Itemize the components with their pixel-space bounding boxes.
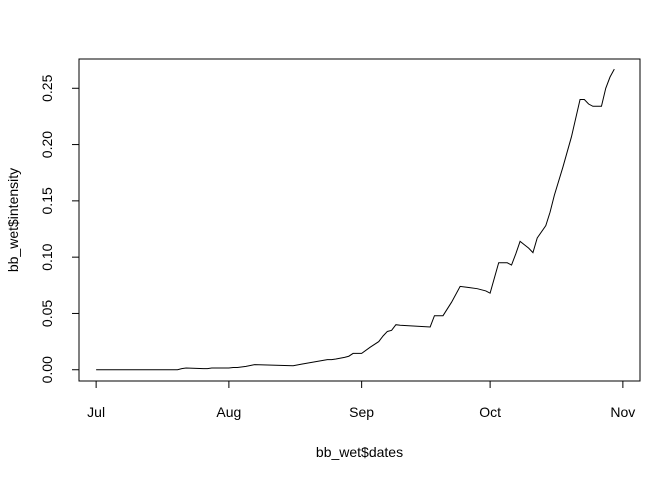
intensity-series-line [96,68,615,371]
plot-box [78,58,641,382]
x-axis: Jul Aug Sep Oct Nov [87,380,635,420]
y-tick-label: 0.15 [39,187,55,214]
y-axis: 0.00 0.05 0.10 0.15 0.20 0.25 [39,74,80,383]
y-tick-label: 0.10 [39,243,55,270]
x-tick-label: Sep [349,404,374,420]
x-tick-label: Nov [610,404,635,420]
y-tick-label: 0.05 [39,300,55,327]
y-axis-title: bb_wet$intensity [5,168,21,272]
y-tick-label: 0.20 [39,131,55,158]
x-axis-title: bb_wet$dates [316,444,403,460]
x-tick-label: Jul [87,404,105,420]
x-tick-label: Aug [216,404,241,420]
x-tick-label: Oct [479,404,501,420]
y-tick-label: 0.00 [39,356,55,383]
y-tick-label: 0.25 [39,74,55,101]
